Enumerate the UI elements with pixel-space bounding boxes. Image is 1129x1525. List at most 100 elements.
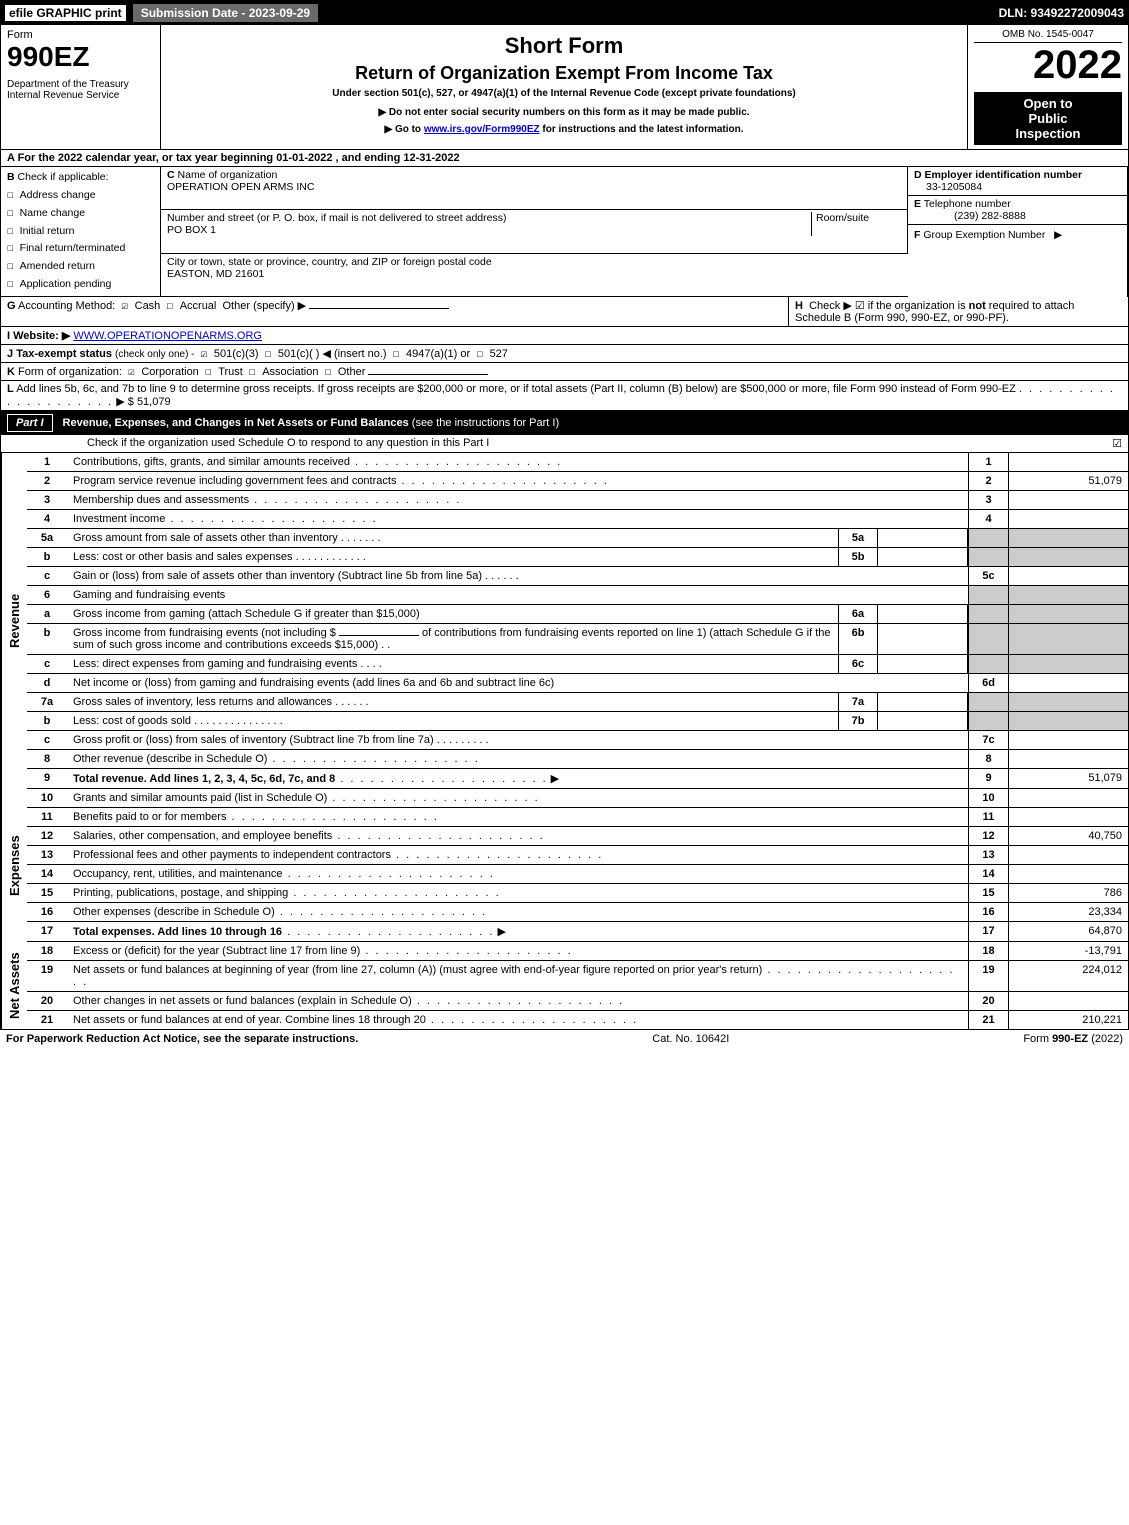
line-6-rval bbox=[1008, 586, 1128, 604]
section-j-letter: J bbox=[7, 348, 13, 360]
line-6a-mnum: 6a bbox=[838, 605, 878, 623]
line-17-num: 17 bbox=[27, 922, 67, 941]
line-6d-num: d bbox=[27, 674, 67, 692]
irs-link[interactable]: www.irs.gov/Form990EZ bbox=[424, 124, 540, 135]
cb-4947-label: 4947(a)(1) or bbox=[406, 348, 470, 360]
line-7a-num: 7a bbox=[27, 693, 67, 711]
street-value: PO BOX 1 bbox=[167, 224, 216, 236]
line-6b-desc: Gross income from fundraising events (no… bbox=[67, 624, 838, 654]
line-7a-mval bbox=[878, 693, 968, 711]
section-c-name: C Name of organization OPERATION OPEN AR… bbox=[161, 167, 908, 210]
group-exemption-arrow: ▶ bbox=[1054, 229, 1062, 241]
expenses-lines: 10 Grants and similar amounts paid (list… bbox=[27, 789, 1128, 942]
revenue-lines: 1 Contributions, gifts, grants, and simi… bbox=[27, 453, 1128, 789]
section-h-not: not bbox=[969, 300, 986, 312]
section-b: B Check if applicable: ☐ Address change … bbox=[1, 167, 161, 297]
line-17-val: 64,870 bbox=[1008, 922, 1128, 941]
gross-receipts-value: $ 51,079 bbox=[128, 396, 171, 408]
line-6b-mval bbox=[878, 624, 968, 654]
line-5a-rnum bbox=[968, 529, 1008, 547]
line-17: 17 Total expenses. Add lines 10 through … bbox=[27, 922, 1128, 942]
section-l-text: Add lines 5b, 6c, and 7b to line 9 to de… bbox=[16, 383, 1016, 395]
line-19: 19 Net assets or fund balances at beginn… bbox=[27, 961, 1128, 992]
line-11: 11 Benefits paid to or for members 11 bbox=[27, 808, 1128, 827]
submission-date-label: Submission Date - 2023-09-29 bbox=[132, 3, 319, 23]
line-20: 20 Other changes in net assets or fund b… bbox=[27, 992, 1128, 1011]
line-8-val bbox=[1008, 750, 1128, 768]
line-16: 16 Other expenses (describe in Schedule … bbox=[27, 903, 1128, 922]
cb-amended-return[interactable]: ☐ Amended return bbox=[7, 258, 154, 276]
topbar: efile GRAPHIC print Submission Date - 20… bbox=[1, 1, 1128, 25]
line-5a-mval bbox=[878, 529, 968, 547]
line-6d: d Net income or (loss) from gaming and f… bbox=[27, 674, 1128, 693]
cb-application-pending[interactable]: ☐ Application pending bbox=[7, 276, 154, 294]
telephone-label: Telephone number bbox=[924, 198, 1011, 210]
line-6b: b Gross income from fundraising events (… bbox=[27, 624, 1128, 655]
part1-title-text: Revenue, Expenses, and Changes in Net As… bbox=[63, 417, 409, 429]
cb-cash-label: Cash bbox=[135, 300, 161, 312]
cb-name-change[interactable]: ☐ Name change bbox=[7, 205, 154, 223]
line-5a-rval bbox=[1008, 529, 1128, 547]
omb-number: OMB No. 1545-0047 bbox=[974, 29, 1122, 43]
line-13: 13 Professional fees and other payments … bbox=[27, 846, 1128, 865]
org-name: OPERATION OPEN ARMS INC bbox=[167, 181, 314, 193]
dept-line2: Internal Revenue Service bbox=[7, 90, 154, 101]
line-7a-rval bbox=[1008, 693, 1128, 711]
name-of-org-label: Name of organization bbox=[178, 169, 278, 181]
line-7c-val bbox=[1008, 731, 1128, 749]
website-label: Website: ▶ bbox=[13, 330, 70, 342]
line-6a-num: a bbox=[27, 605, 67, 623]
line-15-num: 15 bbox=[27, 884, 67, 902]
line-6c-desc: Less: direct expenses from gaming and fu… bbox=[73, 658, 357, 670]
under-section: Under section 501(c), 527, or 4947(a)(1)… bbox=[167, 88, 961, 99]
footer-right-prefix: Form bbox=[1023, 1033, 1052, 1045]
line-5b: b Less: cost or other basis and sales ex… bbox=[27, 548, 1128, 567]
line-14: 14 Occupancy, rent, utilities, and maint… bbox=[27, 865, 1128, 884]
netassets-vlabel: Net Assets bbox=[1, 942, 27, 1029]
line-5a-desc: Gross amount from sale of assets other t… bbox=[73, 532, 338, 544]
line-5c-rnum: 5c bbox=[968, 567, 1008, 585]
part1-title: Revenue, Expenses, and Changes in Net As… bbox=[63, 417, 560, 429]
line-7b-desc: Less: cost of goods sold bbox=[73, 715, 191, 727]
line-20-rnum: 20 bbox=[968, 992, 1008, 1010]
line-18-val: -13,791 bbox=[1008, 942, 1128, 960]
section-h-letter: H bbox=[795, 300, 803, 312]
expenses-section: Expenses 10 Grants and similar amounts p… bbox=[1, 789, 1128, 942]
line-5b-rnum bbox=[968, 548, 1008, 566]
website-link[interactable]: WWW.OPERATIONOPENARMS.ORG bbox=[73, 330, 262, 342]
cb-name-change-label: Name change bbox=[20, 207, 85, 219]
line-12-val: 40,750 bbox=[1008, 827, 1128, 845]
line-4-num: 4 bbox=[27, 510, 67, 528]
section-c-street: Number and street (or P. O. box, if mail… bbox=[161, 210, 908, 253]
line-14-num: 14 bbox=[27, 865, 67, 883]
line-19-rnum: 19 bbox=[968, 961, 1008, 991]
line-6a-rval bbox=[1008, 605, 1128, 623]
section-i: I Website: ▶ WWW.OPERATIONOPENARMS.ORG bbox=[1, 327, 1128, 345]
line-6a-mval bbox=[878, 605, 968, 623]
check-if-applicable-label: Check if applicable: bbox=[18, 171, 109, 183]
line-6: 6 Gaming and fundraising events bbox=[27, 586, 1128, 605]
cb-final-return[interactable]: ☐ Final return/terminated bbox=[7, 240, 154, 258]
line-12-num: 12 bbox=[27, 827, 67, 845]
cb-initial-return[interactable]: ☐ Initial return bbox=[7, 223, 154, 241]
cb-other-label: Other bbox=[338, 366, 366, 378]
line-6d-desc: Net income or (loss) from gaming and fun… bbox=[67, 674, 968, 692]
section-i-letter: I bbox=[7, 330, 10, 342]
line-7c-desc: Gross profit or (loss) from sales of inv… bbox=[73, 734, 434, 746]
line-7b-num: b bbox=[27, 712, 67, 730]
line-16-desc: Other expenses (describe in Schedule O) bbox=[73, 906, 275, 918]
line-6b-rnum bbox=[968, 624, 1008, 654]
line-6c-rval bbox=[1008, 655, 1128, 673]
cb-application-pending-label: Application pending bbox=[20, 278, 112, 290]
line-3-num: 3 bbox=[27, 491, 67, 509]
part1-checkbox[interactable]: ☑ bbox=[1112, 437, 1122, 450]
line-6c: c Less: direct expenses from gaming and … bbox=[27, 655, 1128, 674]
line-4-rnum: 4 bbox=[968, 510, 1008, 528]
line-8-rnum: 8 bbox=[968, 750, 1008, 768]
cb-address-change[interactable]: ☐ Address change bbox=[7, 187, 154, 205]
line-19-val: 224,012 bbox=[1008, 961, 1128, 991]
section-e: E Telephone number (239) 282-8888 bbox=[908, 196, 1127, 225]
line-6-desc: Gaming and fundraising events bbox=[67, 586, 968, 604]
section-k-letter: K bbox=[7, 366, 15, 378]
city-value: EASTON, MD 21601 bbox=[167, 268, 264, 280]
